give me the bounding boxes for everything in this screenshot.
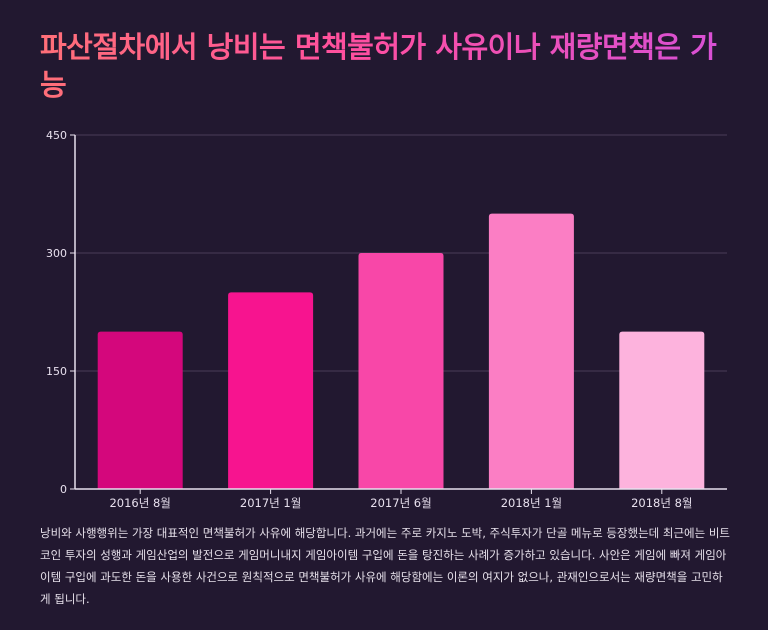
chart-description: 낭비와 사행행위는 가장 대표적인 면책불허가 사유에 해당합니다. 과거에는 … xyxy=(40,526,731,606)
y-tick-label: 150 xyxy=(46,365,67,378)
bar-chart: 0 150 300 450 2016년 8월 2017년 1월 2017년 6월 2018년 … xyxy=(46,129,727,510)
chart-title: 파산절차에서 낭비는 면책불허가 사유이나 재량면책은 가능 xyxy=(40,28,740,104)
bar xyxy=(358,253,444,489)
y-tick-label: 300 xyxy=(46,247,67,260)
x-tick-label: 2017년 1월 xyxy=(240,496,301,510)
bar xyxy=(228,292,314,489)
bar xyxy=(97,331,183,489)
x-tick-label: 2016년 8월 xyxy=(109,496,170,510)
x-tick-label: 2018년 1월 xyxy=(501,496,562,510)
x-tick-label: 2017년 6월 xyxy=(370,496,431,510)
bar xyxy=(619,331,705,489)
bar xyxy=(488,213,574,489)
y-tick-label: 450 xyxy=(46,129,67,142)
y-tick-label: 0 xyxy=(60,483,67,496)
x-tick-label: 2018년 8월 xyxy=(631,496,692,510)
